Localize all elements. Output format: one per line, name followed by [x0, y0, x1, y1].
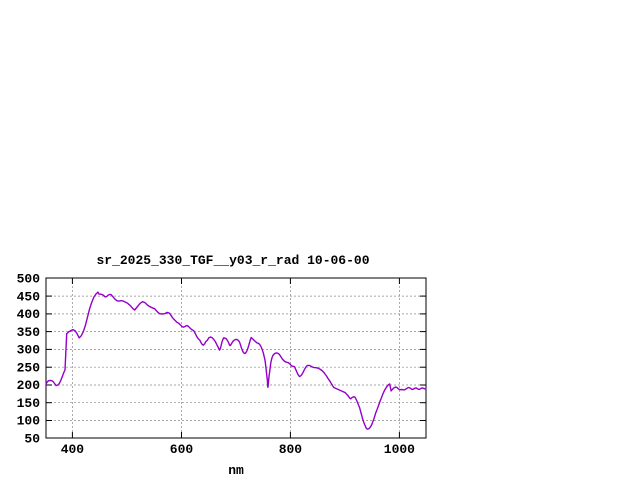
svg-text:300: 300: [17, 343, 41, 358]
svg-text:150: 150: [17, 396, 41, 411]
svg-text:1000: 1000: [384, 442, 415, 457]
svg-text:sr_2025_330_TGF__y03_r_rad 10-: sr_2025_330_TGF__y03_r_rad 10-06-00: [96, 253, 369, 268]
svg-text:400: 400: [17, 307, 41, 322]
svg-text:50: 50: [24, 432, 40, 447]
svg-text:250: 250: [17, 360, 41, 375]
svg-text:450: 450: [17, 289, 41, 304]
svg-text:100: 100: [17, 414, 41, 429]
svg-text:500: 500: [17, 272, 41, 287]
svg-text:200: 200: [17, 378, 41, 393]
svg-text:800: 800: [279, 442, 303, 457]
svg-text:600: 600: [170, 442, 194, 457]
svg-text:400: 400: [61, 442, 85, 457]
svg-text:350: 350: [17, 325, 41, 340]
svg-text:nm: nm: [228, 463, 244, 478]
